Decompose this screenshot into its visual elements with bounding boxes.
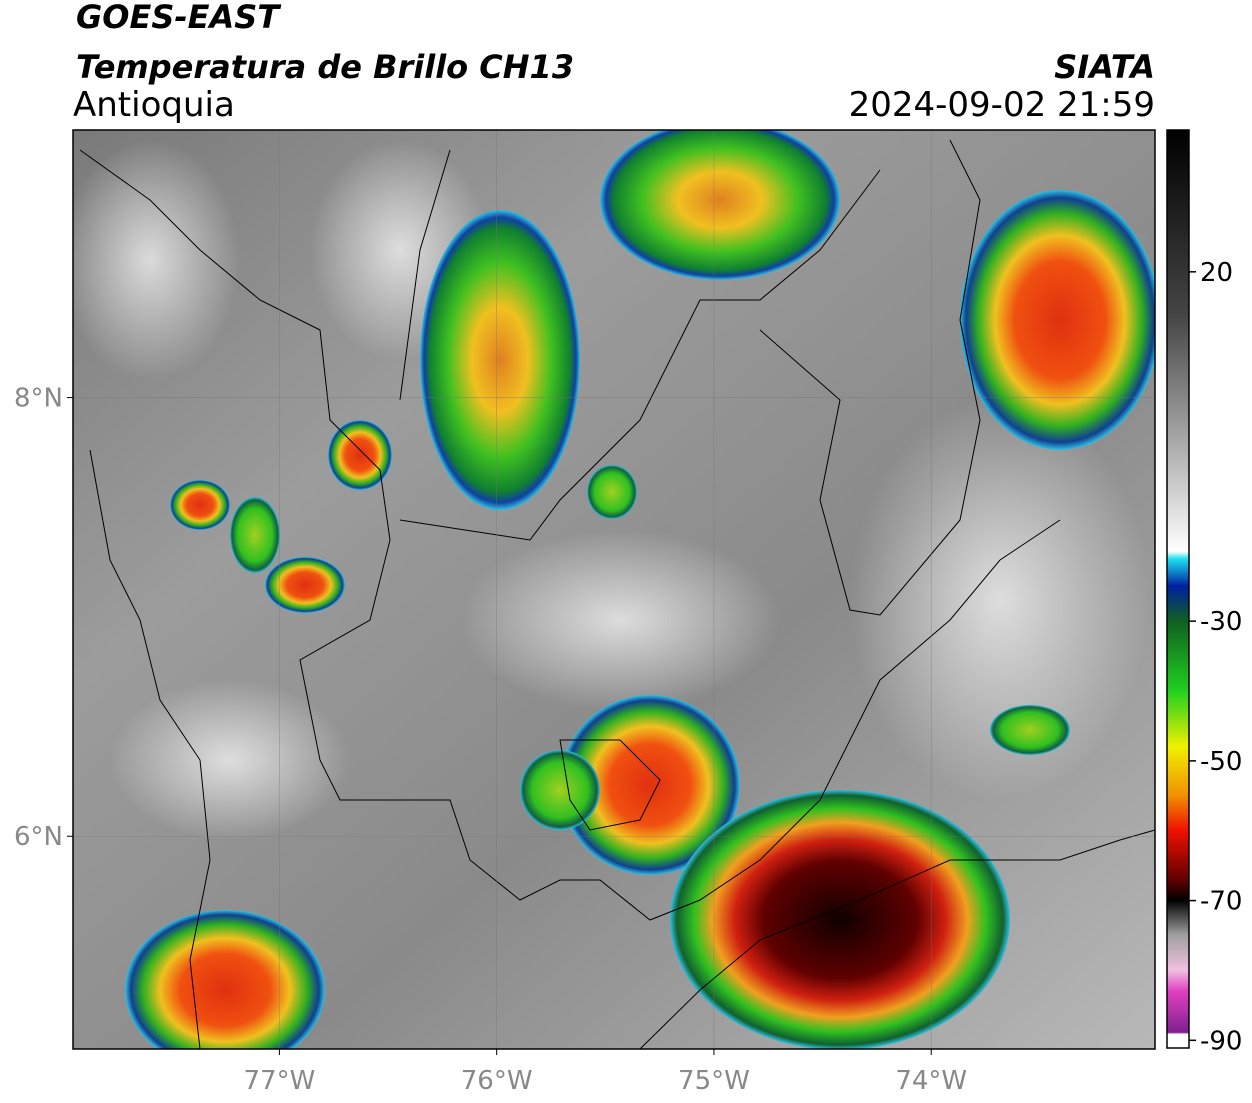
lat-tick-label: 6°N [14, 822, 63, 852]
lon-tick-label: 75°W [678, 1066, 750, 1096]
product-title: Temperatura de Brillo CH13 [76, 48, 574, 86]
map-image [73, 130, 1155, 1049]
colorbar-tick-label: -70 [1200, 887, 1242, 917]
lon-tick-label: 74°W [895, 1066, 967, 1096]
map-frame [72, 129, 1156, 1050]
lat-tick-label: 8°N [14, 384, 63, 414]
colorbar [1166, 129, 1190, 1049]
satellite-title: GOES-EAST [76, 0, 281, 36]
source: SIATA [1054, 48, 1155, 86]
lon-tick-label: 77°W [244, 1066, 316, 1096]
lon-tick-label: 76°W [461, 1066, 533, 1096]
colorbar-tick-label: 20 [1200, 258, 1233, 288]
datetime: 2024-09-02 21:59 [849, 85, 1155, 125]
colorbar-tick-label: -30 [1200, 607, 1242, 637]
colorbar-tick-label: -50 [1200, 747, 1242, 777]
region: Antioquia [73, 85, 235, 125]
colorbar-tick-label: -90 [1200, 1026, 1242, 1056]
